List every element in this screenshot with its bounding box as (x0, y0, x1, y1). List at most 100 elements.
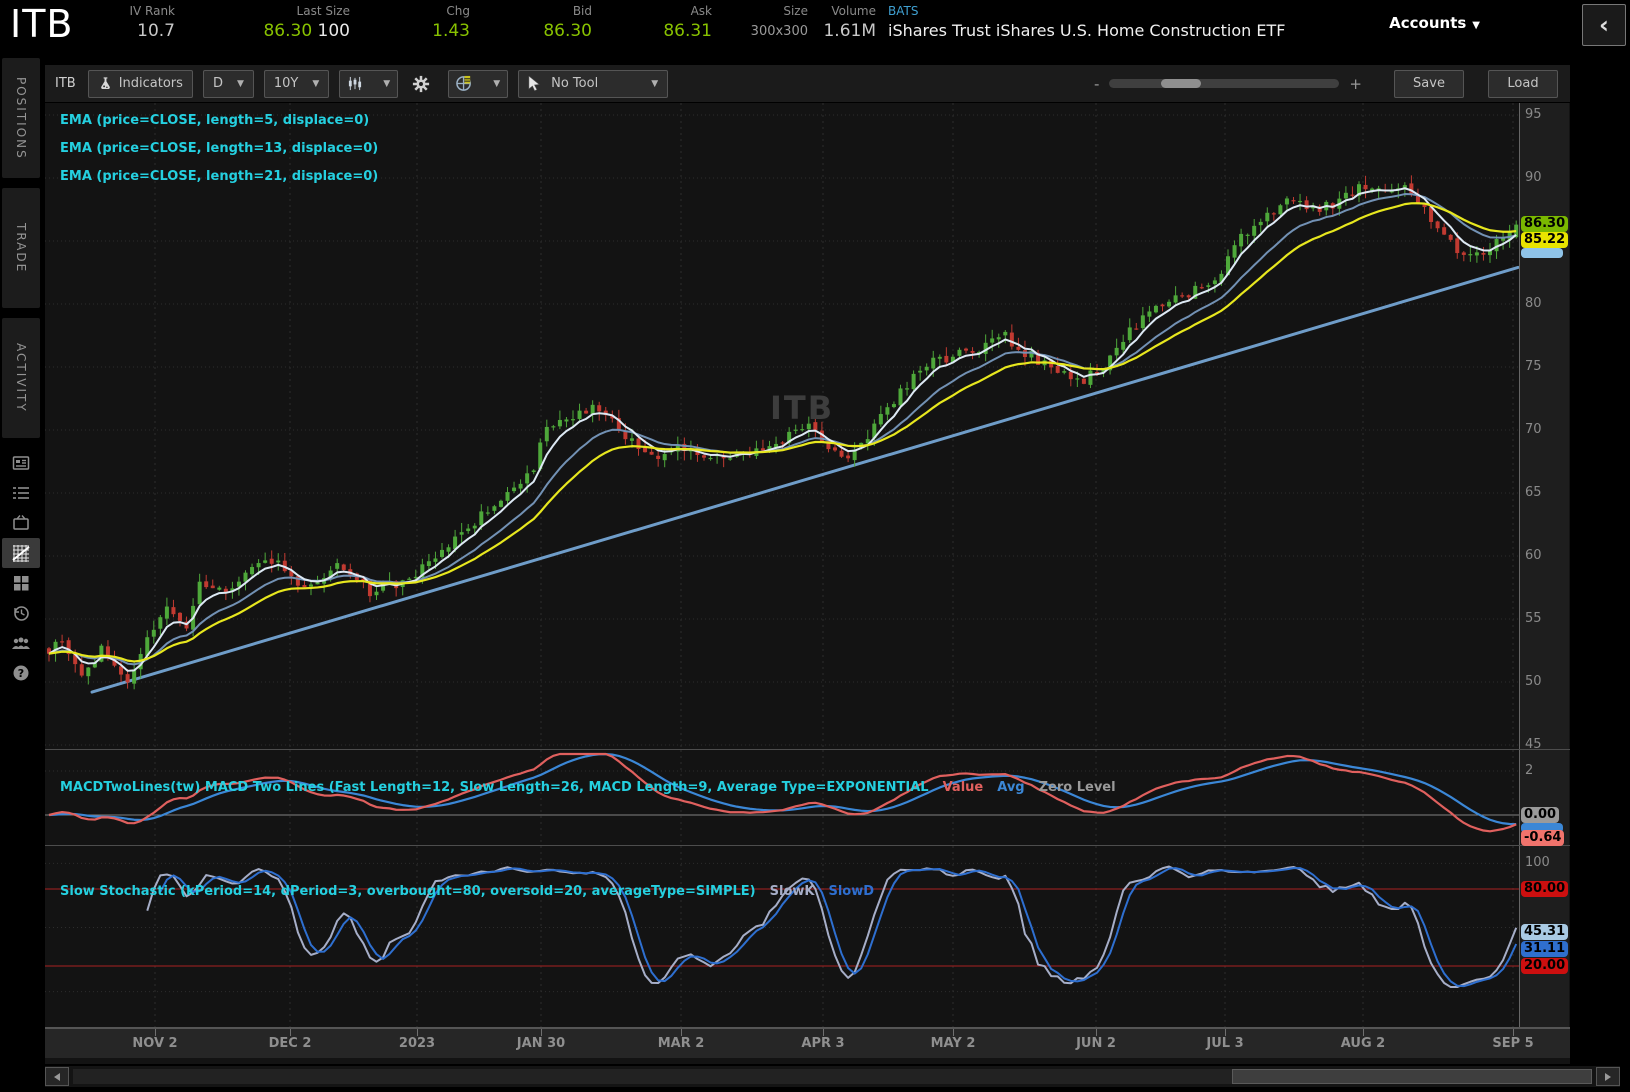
collapse-panel-button[interactable]: ‹ (1582, 4, 1626, 46)
help-icon[interactable]: ? (2, 658, 40, 688)
time-tick-mark (541, 1029, 542, 1036)
community-icon[interactable] (2, 628, 40, 658)
price-tick-label: 50 (1525, 674, 1542, 689)
stochastic-axis[interactable]: 100 80.00 45.31 31.11 20.00 (1519, 846, 1569, 1027)
history-icon[interactable] (2, 598, 40, 628)
range-dropdown[interactable]: 10Y ▼ (263, 69, 330, 98)
quote-field-bid: Bid 86.30 (442, 4, 592, 43)
price-bubble: 86.30 (1521, 216, 1569, 232)
stoch-bubble: 31.11 (1521, 941, 1569, 957)
time-tick-mark (953, 1029, 954, 1036)
stochastic-chart-canvas[interactable] (45, 846, 1519, 1027)
scroll-left-button[interactable] (45, 1067, 69, 1086)
stochastic-panel: 100 80.00 45.31 31.11 20.00 Slow Stochastic … (45, 846, 1570, 1028)
quote-field-value: 10.7 (137, 21, 175, 41)
sidebar-tab-activity[interactable]: ACTIVITY (2, 318, 40, 438)
scroll-right-button[interactable] (1596, 1067, 1620, 1086)
chart-settings-button[interactable] (408, 70, 440, 98)
sidebar-tab-positions[interactable]: POSITIONS (2, 58, 40, 178)
price-tick-label: 75 (1525, 359, 1542, 374)
quote-field-iv-rank: IV Rank 10.7 (25, 4, 175, 43)
quote-field-label: IV Rank (129, 4, 175, 18)
chevron-down-icon: ▼ (383, 78, 391, 89)
stoch-bubble: 45.31 (1521, 924, 1569, 940)
zoom-in-button[interactable]: + (1349, 74, 1362, 93)
company-block: BATS iShares Trust iShares U.S. Home Con… (888, 4, 1285, 44)
chevron-down-icon: ▼ (1472, 20, 1480, 31)
time-axis-label: MAR 2 (657, 1036, 705, 1051)
chart-type-dropdown[interactable]: ▼ (339, 69, 399, 98)
sidebar-tab-trade[interactable]: TRADE (2, 188, 40, 308)
scrollbar-track[interactable] (73, 1069, 1592, 1084)
save-button[interactable]: Save (1394, 69, 1464, 98)
zoom-slider[interactable] (1109, 79, 1340, 88)
sidebar-tabs: POSITIONS TRADE ACTIVITY (0, 58, 45, 438)
quote-field-chg: Chg 1.43 (320, 4, 470, 43)
time-tick-mark (823, 1029, 824, 1036)
layout-grid-icon (456, 75, 472, 91)
time-tick-mark (417, 1029, 418, 1036)
macd-bubble (1521, 823, 1563, 833)
toolbar-symbol: ITB (55, 76, 76, 91)
quotes-list-icon[interactable] (2, 478, 40, 508)
quote-field-ask: Ask 86.31 (562, 4, 712, 43)
price-chart-canvas[interactable] (45, 103, 1519, 749)
header: ITB IV Rank 10.7 Last Size 86.30 100 Chg 1.43… (0, 0, 1630, 55)
quote-field-last-size: Last Size 86.30 100 (200, 4, 350, 43)
quote-field-label: Last Size (296, 4, 350, 18)
time-tick-mark (1513, 1029, 1514, 1036)
stoch-bubble: 80.00 (1521, 881, 1569, 897)
price-tick-label: 95 (1525, 107, 1542, 122)
quote-field-label: Chg (446, 4, 470, 18)
price-tick-label: 60 (1525, 548, 1542, 563)
price-tick-label: 55 (1525, 611, 1542, 626)
chart-layout-dropdown[interactable]: ▼ (448, 69, 509, 98)
accounts-menu[interactable]: Accounts ▼ (1389, 14, 1480, 32)
chevron-down-icon: ▼ (651, 78, 659, 89)
chart-scrollbar (45, 1066, 1620, 1087)
macd-bubble: 0.00 (1521, 807, 1560, 823)
quote-field-label: Bid (572, 4, 592, 18)
triangle-right-icon (1605, 1072, 1611, 1081)
sidebar: POSITIONS TRADE ACTIVITY (0, 58, 45, 1092)
time-axis-label: SEP 5 (1492, 1036, 1534, 1051)
cursor-icon (528, 76, 540, 91)
news-icon[interactable] (2, 448, 40, 478)
quote-field-value: 1.61M (823, 21, 876, 41)
indicators-button[interactable]: Indicators (87, 69, 193, 98)
stoch-tick-label: 100 (1525, 855, 1550, 870)
price-tick-label: 90 (1525, 170, 1542, 185)
time-axis-label: JUN 2 (1076, 1036, 1116, 1051)
quote-field-label: Volume (831, 4, 876, 18)
stoch-bubble: 20.00 (1521, 958, 1569, 974)
time-axis-label: JUL 3 (1206, 1036, 1244, 1051)
macd-tick-label: 2 (1525, 763, 1534, 778)
quote-field-value: 300x300 (750, 24, 808, 39)
drawing-tool-dropdown[interactable]: No Tool ▼ (518, 69, 669, 98)
zoom-out-button[interactable]: - (1094, 74, 1100, 93)
triangle-left-icon (54, 1072, 60, 1081)
quote-field-value: 1.43 (432, 21, 470, 41)
time-tick-mark (290, 1029, 291, 1036)
zoom-slider-thumb[interactable] (1161, 79, 1202, 88)
scrollbar-thumb[interactable] (1232, 1069, 1592, 1084)
macd-panel: 2 0.00 -0.64 MACDTwoLines(tw) MACD Two Lin… (45, 750, 1570, 846)
macd-axis[interactable]: 2 0.00 -0.64 (1519, 750, 1569, 846)
load-button[interactable]: Load (1488, 69, 1558, 98)
tv-icon[interactable] (2, 508, 40, 538)
aggregation-dropdown[interactable]: D ▼ (202, 69, 254, 98)
chevron-down-icon: ▼ (236, 78, 244, 89)
company-name: iShares Trust iShares U.S. Home Construc… (888, 21, 1286, 40)
time-axis-label: AUG 2 (1340, 1036, 1386, 1051)
macd-chart-canvas[interactable] (45, 750, 1519, 845)
time-axis-label: MAY 2 (930, 1036, 976, 1051)
charts-icon[interactable] (2, 538, 40, 568)
time-axis[interactable]: NOV 2 DEC 2 2023 JAN 30 MAR 2 APR 3 MAY 2 JUN 2… (45, 1028, 1570, 1058)
grid-icon[interactable] (2, 568, 40, 598)
quote-field-volume: Volume 1.61M (726, 4, 876, 43)
chart-container: ITB Indicators D ▼ 10Y ▼ ▼ ▼ No Tool ▼ (45, 65, 1570, 1064)
time-axis-label: JAN 30 (516, 1036, 566, 1051)
price-bubble (1521, 248, 1563, 258)
